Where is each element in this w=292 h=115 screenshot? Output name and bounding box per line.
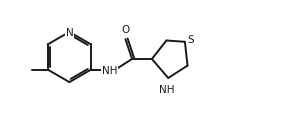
Text: O: O xyxy=(121,25,130,35)
Text: NH: NH xyxy=(159,84,175,94)
Text: NH: NH xyxy=(102,65,117,75)
Text: N: N xyxy=(65,28,73,38)
Text: S: S xyxy=(187,34,194,44)
